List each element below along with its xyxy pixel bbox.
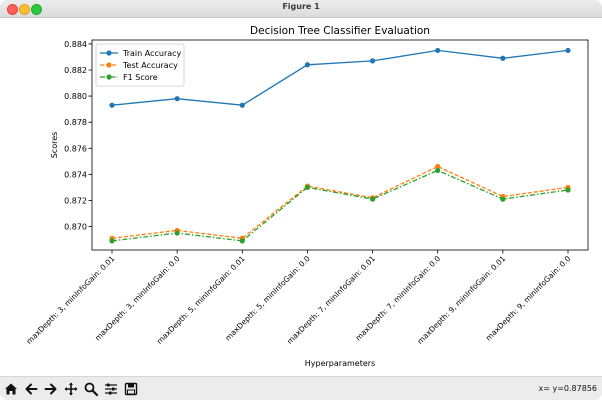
data-point [304,62,311,68]
back-button[interactable] [22,380,40,398]
legend-label-0: Train Accuracy [122,49,182,58]
y-tick-label: 0.884 [64,40,87,49]
y-tick-label: 0.874 [64,170,87,179]
data-point [369,58,376,64]
cursor-coordinates: x= y=0.87856 [538,384,598,393]
title-bar: Figure 1 [0,0,602,18]
data-point [500,196,506,202]
data-point [565,47,571,54]
zoom-icon [84,382,98,396]
legend-box [95,43,185,87]
minimize-window-button[interactable] [19,4,30,15]
y-tick-label: 0.870 [64,223,87,232]
data-point [109,238,115,244]
zoom-button[interactable] [82,380,100,398]
configure-button[interactable] [102,380,120,398]
y-tick-label: 0.872 [64,196,87,205]
configure-icon [105,383,117,395]
series-line-1 [111,165,569,239]
x-axis: maxDepth: 3, minInfoGain: 0.01maxDepth: … [25,250,573,346]
data-point [435,47,441,54]
close-window-button[interactable] [7,4,18,15]
x-axis-label: Hyperparameters [305,359,375,368]
legend-label-1: Test Accuracy [122,61,178,70]
y-axis: 0.870 0.872 0.874 0.876 0.878 0.880 0.882 0.884 [64,40,92,232]
legend: Train Accuracy Test Accuracy F1 Score [95,43,185,87]
back-icon [25,383,38,395]
data-point [369,196,376,202]
pan-button[interactable] [62,380,80,398]
legend-marker-0 [106,50,112,56]
window-title: Figure 1 [282,2,320,11]
save-icon [124,382,138,396]
data-point [109,102,115,108]
data-point [435,167,441,174]
y-tick-label: 0.882 [64,66,87,75]
legend-marker-1 [106,62,112,68]
data-point [239,102,245,108]
legend-label-2: F1 Score [123,73,158,82]
home-icon [5,383,17,395]
legend-marker-2 [106,74,112,80]
data-point [174,96,180,102]
home-button[interactable] [2,380,20,398]
zoom-window-button[interactable] [31,4,42,15]
save-button[interactable] [122,380,140,398]
chart-title: Decision Tree Classifier Evaluation [250,25,430,37]
y-tick-label: 0.876 [64,144,87,153]
y-axis-label: Scores [50,132,59,159]
pan-icon [64,382,78,396]
data-point [565,187,571,193]
y-tick-label: 0.880 [64,92,87,101]
data-point [435,163,441,170]
forward-button[interactable] [42,380,60,398]
series-line-0 [111,49,569,106]
forward-icon [44,383,57,395]
y-tick-label: 0.878 [64,118,87,127]
data-point [500,55,506,61]
figure-canvas: Decision Tree Classifier Evaluation 0.87… [0,18,602,376]
data-point [239,238,245,244]
data-point [174,230,180,236]
series-line-2 [111,169,569,242]
data-point [304,184,311,190]
series-layer [109,47,571,244]
toolbar: x= y=0.87856 [0,376,602,400]
line-chart: Decision Tree Classifier Evaluation 0.87… [25,25,589,368]
